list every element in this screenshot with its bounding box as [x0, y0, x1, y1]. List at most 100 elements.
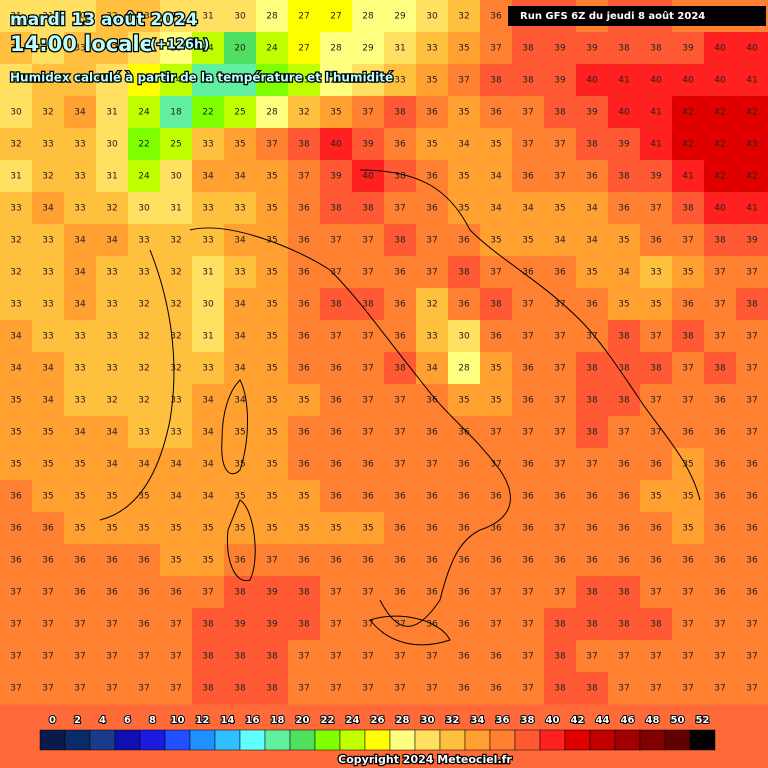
grid-cell: [352, 384, 385, 417]
grid-cell: [64, 96, 97, 129]
grid-cell: [288, 640, 321, 673]
grid-value: 40: [650, 76, 662, 86]
grid-value: 37: [554, 428, 565, 438]
grid-cell: [736, 608, 768, 641]
grid-cell: [224, 448, 257, 481]
grid-value: 38: [202, 684, 214, 694]
grid-cell: [320, 32, 353, 65]
grid-cell: [96, 576, 129, 609]
legend-swatch: [339, 729, 366, 751]
grid-value: 37: [362, 396, 373, 406]
grid-cell: [64, 608, 97, 641]
grid-cell: [640, 96, 673, 129]
grid-value: 35: [266, 428, 277, 438]
legend-label: 48: [646, 715, 660, 726]
grid-value: 36: [138, 588, 150, 598]
grid-cell: [480, 384, 513, 417]
grid-value: 24: [266, 44, 278, 54]
grid-value: 36: [458, 460, 470, 470]
grid-value: 32: [170, 236, 181, 246]
grid-cell: [128, 480, 161, 513]
grid-value: 36: [714, 460, 726, 470]
grid-value: 36: [650, 460, 662, 470]
grid-cell: [96, 288, 129, 321]
grid-value: 30: [234, 12, 246, 22]
grid-value: 37: [458, 76, 469, 86]
grid-value: 36: [426, 620, 438, 630]
grid-value: 36: [746, 492, 758, 502]
grid-value: 36: [618, 556, 630, 566]
grid-cell: [320, 672, 353, 705]
grid-value: 37: [106, 684, 117, 694]
grid-value: 37: [554, 332, 565, 342]
grid-cell: [0, 480, 33, 513]
grid-value: 33: [10, 300, 21, 310]
grid-value: 34: [106, 236, 118, 246]
grid-cell: [608, 96, 641, 129]
grid-cell: [96, 608, 129, 641]
grid-cell: [256, 352, 289, 385]
grid-value: 36: [682, 300, 694, 310]
grid-value: 39: [650, 172, 662, 182]
legend-label: 44: [596, 715, 610, 726]
grid-cell: [352, 608, 385, 641]
grid-cell: [160, 544, 193, 577]
grid-cell: [640, 320, 673, 353]
grid-cell: [608, 192, 641, 225]
grid-cell: [416, 64, 449, 97]
grid-cell: [704, 608, 737, 641]
grid-cell: [672, 512, 705, 545]
grid-value: 34: [42, 396, 54, 406]
grid-cell: [608, 544, 641, 577]
grid-value: 35: [202, 524, 213, 534]
grid-cell: [96, 0, 129, 33]
grid-value: 35: [266, 460, 277, 470]
grid-value: 35: [458, 172, 469, 182]
grid-value: 36: [618, 204, 630, 214]
grid-cell: [32, 320, 65, 353]
grid-value: 37: [522, 108, 533, 118]
legend-swatch: [589, 729, 616, 751]
grid-value: 37: [394, 428, 405, 438]
grid-value: 38: [746, 300, 758, 310]
grid-value: 32: [10, 44, 21, 54]
grid-cell: [96, 128, 129, 161]
grid-cell: [576, 64, 609, 97]
grid-cell: [64, 640, 97, 673]
grid-value: 37: [362, 588, 373, 598]
grid-cell: [224, 576, 257, 609]
grid-cell: [704, 128, 737, 161]
grid-cell: [256, 96, 289, 129]
grid-value: 35: [522, 236, 533, 246]
grid-cell: [416, 160, 449, 193]
grid-value: 36: [426, 524, 438, 534]
grid-value: 22: [138, 140, 149, 150]
grid-cell: [544, 192, 577, 225]
grid-value: 36: [490, 12, 502, 22]
grid-value: 33: [170, 396, 181, 406]
grid-cell: [32, 544, 65, 577]
grid-cell: [64, 0, 97, 33]
grid-cell: [416, 672, 449, 705]
grid-value: 42: [714, 140, 725, 150]
grid-cell: [416, 544, 449, 577]
grid-value: 37: [650, 332, 661, 342]
grid-cell: [704, 544, 737, 577]
grid-value: 35: [682, 460, 693, 470]
grid-cell: [576, 672, 609, 705]
time: 14:00 locale: [10, 32, 154, 56]
grid-cell: [704, 160, 737, 193]
grid-value: 31: [10, 172, 21, 182]
grid-value: 38: [554, 108, 566, 118]
grid-cell: [448, 672, 481, 705]
grid-cell: [64, 352, 97, 385]
grid-value: 34: [106, 428, 118, 438]
grid-cell: [576, 608, 609, 641]
grid-value: 32: [426, 300, 437, 310]
grid-value: 36: [298, 204, 310, 214]
grid-value: 33: [42, 236, 53, 246]
grid-value: 37: [138, 652, 149, 662]
grid-value: 36: [714, 588, 726, 598]
grid-cell: [608, 608, 641, 641]
grid-cell: [448, 320, 481, 353]
